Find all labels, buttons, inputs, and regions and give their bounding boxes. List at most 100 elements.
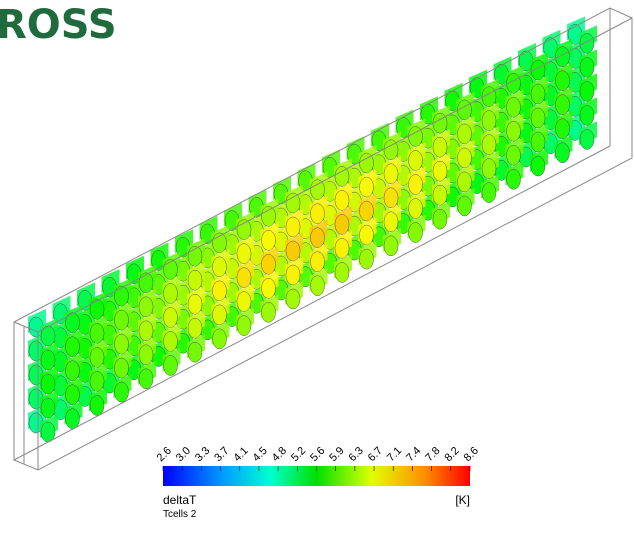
cell-cap: [360, 177, 374, 197]
cell-cap: [262, 230, 276, 250]
cell-cap: [188, 342, 202, 362]
cell-cap: [237, 292, 251, 312]
cell-cap: [482, 111, 496, 131]
cell-cap: [409, 199, 423, 219]
cell-cap: [311, 228, 325, 248]
cell-cap: [311, 252, 325, 272]
cell-cap: [90, 299, 104, 319]
cell-cap: [409, 175, 423, 195]
cell-cap: [458, 124, 472, 144]
cell-cap: [311, 180, 325, 200]
cell-cap: [531, 132, 545, 152]
cell-cap: [580, 105, 594, 125]
cell-cap: [164, 284, 178, 304]
cell-cap: [384, 164, 398, 184]
cell-cap: [237, 316, 251, 336]
cell-cap: [384, 236, 398, 256]
cell-cap: [115, 334, 129, 354]
cell-cap: [286, 289, 300, 309]
colorbar-tick-label: 4.5: [251, 445, 270, 464]
cell-cap: [188, 270, 202, 290]
cell-cap: [262, 302, 276, 322]
cell-cap: [556, 143, 570, 163]
cell-cap: [335, 214, 349, 234]
cell-cap: [115, 286, 129, 306]
variable-label: deltaT: [163, 493, 197, 507]
cell-cap: [213, 257, 227, 277]
colorbar-tick-label: 2.6: [155, 445, 174, 464]
colorbar-tick-label: 7.8: [423, 445, 442, 464]
cell-cap: [66, 385, 80, 405]
cell-cap: [311, 276, 325, 296]
cell-cap: [482, 183, 496, 203]
cell-cap: [41, 398, 55, 418]
unit-label: [K]: [455, 493, 470, 507]
cell-cap: [335, 190, 349, 210]
cell-cap: [458, 148, 472, 168]
colorbar-tick-label: 6.3: [347, 445, 366, 464]
cell-cap: [41, 350, 55, 370]
colorbar-tick-label: 5.6: [308, 445, 327, 464]
colorbar-tick-label: 7.4: [404, 445, 423, 464]
cell-cap: [213, 281, 227, 301]
cell-cap: [556, 119, 570, 139]
colorbar-tick-label: 3.0: [174, 445, 193, 464]
simulation-view: ROSS 2.63.03.33.74.14.54.85.25.65.96.36.…: [0, 0, 634, 534]
cell-cap: [433, 161, 447, 181]
logo: ROSS: [0, 2, 117, 48]
cell-cap: [458, 172, 472, 192]
cell-cap: [482, 135, 496, 155]
cell-cap: [139, 273, 153, 293]
colorbar-tick-label: 4.8: [270, 445, 289, 464]
cell-cap: [409, 223, 423, 243]
cell-cap: [139, 369, 153, 389]
cell-cap: [507, 169, 521, 189]
cell-cap: [90, 347, 104, 367]
cell-cap: [531, 156, 545, 176]
cell-cap: [213, 329, 227, 349]
cell-cap: [507, 145, 521, 165]
colorbar-tick-label: 4.1: [231, 445, 250, 464]
cell-cap: [66, 313, 80, 333]
cell-cap: [433, 113, 447, 133]
cell-cap: [115, 382, 129, 402]
cell-cap: [139, 321, 153, 341]
cell-cap: [286, 265, 300, 285]
cell-cap: [164, 332, 178, 352]
cell-cap: [188, 294, 202, 314]
cell-cap: [433, 209, 447, 229]
cell-cap: [580, 81, 594, 101]
cell-cap: [433, 185, 447, 205]
cell-cap: [556, 71, 570, 91]
cell-cap: [384, 212, 398, 232]
cell-cap: [507, 121, 521, 141]
cell-cap: [41, 374, 55, 394]
cell-cap: [262, 206, 276, 226]
battery-cells: [28, 16, 597, 442]
cell-cap: [139, 297, 153, 317]
colorbar-tick-label: 6.7: [366, 445, 385, 464]
cell-cap: [433, 137, 447, 157]
cell-cap: [164, 308, 178, 328]
cell-cap: [237, 268, 251, 288]
cell-cap: [262, 278, 276, 298]
colorbar-tick-label: 8.2: [442, 445, 461, 464]
cell-cap: [286, 217, 300, 237]
cell-cap: [384, 188, 398, 208]
cell-cap: [115, 358, 129, 378]
cell-cap: [531, 84, 545, 104]
cell-cap: [139, 345, 153, 365]
cell-cap: [262, 254, 276, 274]
cell-cap: [335, 166, 349, 186]
colorbar-tick-label: 7.1: [385, 445, 404, 464]
cell-cap: [286, 241, 300, 261]
cell-cap: [360, 225, 374, 245]
colorbar-tick-label: 3.3: [193, 445, 212, 464]
cell-cap: [507, 97, 521, 117]
cell-cap: [188, 318, 202, 338]
cell-cap: [213, 305, 227, 325]
cell-cap: [556, 47, 570, 67]
colorbar-tick-label: 8.6: [462, 445, 481, 464]
cell-cap: [458, 100, 472, 120]
